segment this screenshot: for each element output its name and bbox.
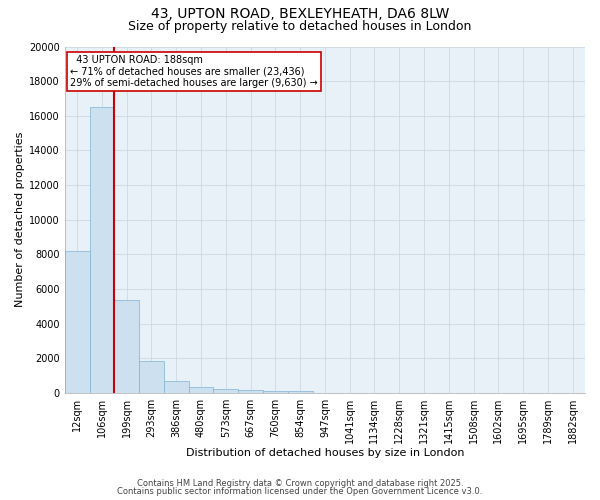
Text: 43, UPTON ROAD, BEXLEYHEATH, DA6 8LW: 43, UPTON ROAD, BEXLEYHEATH, DA6 8LW xyxy=(151,8,449,22)
Text: 43 UPTON ROAD: 188sqm
← 71% of detached houses are smaller (23,436)
29% of semi-: 43 UPTON ROAD: 188sqm ← 71% of detached … xyxy=(70,55,318,88)
Bar xyxy=(89,107,115,393)
X-axis label: Distribution of detached houses by size in London: Distribution of detached houses by size … xyxy=(185,448,464,458)
Bar xyxy=(139,361,164,393)
Text: Contains public sector information licensed under the Open Government Licence v3: Contains public sector information licen… xyxy=(118,487,482,496)
Y-axis label: Number of detached properties: Number of detached properties xyxy=(15,132,25,308)
Bar xyxy=(288,392,313,393)
Bar xyxy=(214,389,238,393)
Text: Contains HM Land Registry data © Crown copyright and database right 2025.: Contains HM Land Registry data © Crown c… xyxy=(137,478,463,488)
Bar xyxy=(115,300,139,393)
Bar xyxy=(238,390,263,393)
Bar xyxy=(188,388,214,393)
Text: Size of property relative to detached houses in London: Size of property relative to detached ho… xyxy=(128,20,472,33)
Bar xyxy=(263,391,288,393)
Bar xyxy=(65,251,89,393)
Bar xyxy=(164,381,188,393)
